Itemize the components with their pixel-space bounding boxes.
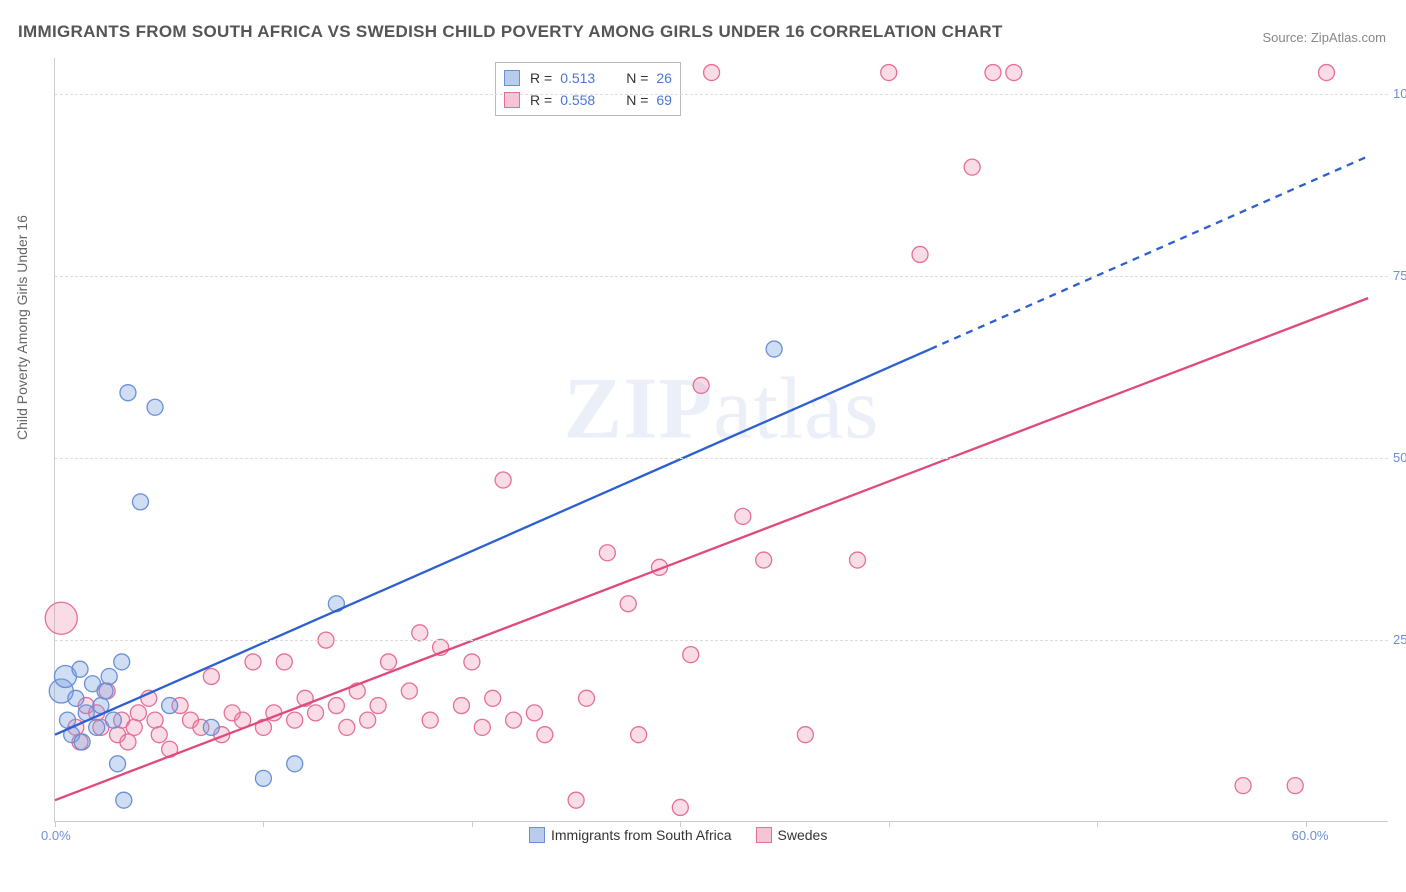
trend-line-a (55, 349, 930, 735)
data-point (276, 654, 292, 670)
data-point (683, 647, 699, 663)
data-point (74, 734, 90, 750)
data-point (147, 399, 163, 415)
data-point (255, 770, 271, 786)
data-point (672, 799, 688, 815)
data-point (506, 712, 522, 728)
data-point (287, 712, 303, 728)
data-point (756, 552, 772, 568)
data-point (412, 625, 428, 641)
data-point (132, 494, 148, 510)
data-point (126, 719, 142, 735)
plot-area: ZIPatlas R = 0.513 N = 26 R = 0.558 N = … (54, 58, 1388, 822)
data-point (401, 683, 417, 699)
scatter-svg (55, 58, 1388, 821)
trend-line-a-dashed (930, 156, 1368, 349)
data-point (537, 727, 553, 743)
data-point (704, 65, 720, 81)
data-point (599, 545, 615, 561)
data-point (328, 698, 344, 714)
y-tick-label: 100.0% (1393, 86, 1406, 101)
data-point (151, 727, 167, 743)
series-legend: Immigrants from South Africa Swedes (529, 827, 827, 843)
data-point (912, 246, 928, 262)
data-point (568, 792, 584, 808)
y-axis-label: Child Poverty Among Girls Under 16 (14, 215, 30, 440)
y-tick-label: 25.0% (1393, 632, 1406, 647)
data-point (120, 385, 136, 401)
data-point (1318, 65, 1334, 81)
data-point (203, 719, 219, 735)
data-point (45, 602, 77, 634)
y-tick-label: 50.0% (1393, 450, 1406, 465)
data-point (360, 712, 376, 728)
data-point (495, 472, 511, 488)
data-point (422, 712, 438, 728)
chart-title: IMMIGRANTS FROM SOUTH AFRICA VS SWEDISH … (18, 22, 1003, 42)
data-point (147, 712, 163, 728)
data-point (101, 668, 117, 684)
source-label: Source: ZipAtlas.com (1262, 30, 1386, 45)
data-point (735, 508, 751, 524)
data-point (370, 698, 386, 714)
data-point (130, 705, 146, 721)
data-point (1235, 778, 1251, 794)
trend-line-b (55, 298, 1368, 800)
data-point (631, 727, 647, 743)
data-point (72, 661, 88, 677)
data-point (766, 341, 782, 357)
data-point (89, 719, 105, 735)
swatch-series-b (756, 827, 772, 843)
chart-container: IMMIGRANTS FROM SOUTH AFRICA VS SWEDISH … (0, 0, 1406, 892)
x-tick-label: 60.0% (1292, 828, 1329, 843)
data-point (526, 705, 542, 721)
data-point (105, 712, 121, 728)
data-point (964, 159, 980, 175)
swatch-series-a (529, 827, 545, 843)
data-point (245, 654, 261, 670)
data-point (797, 727, 813, 743)
data-point (68, 690, 84, 706)
data-point (110, 756, 126, 772)
data-point (287, 756, 303, 772)
x-tick-label: 0.0% (41, 828, 71, 843)
data-point (693, 377, 709, 393)
data-point (97, 683, 113, 699)
data-point (162, 698, 178, 714)
legend-item-series-b: Swedes (756, 827, 828, 843)
data-point (453, 698, 469, 714)
y-tick-label: 75.0% (1393, 268, 1406, 283)
data-point (308, 705, 324, 721)
data-point (620, 596, 636, 612)
data-point (1287, 778, 1303, 794)
data-point (381, 654, 397, 670)
data-point (1006, 65, 1022, 81)
data-point (114, 654, 130, 670)
data-point (485, 690, 501, 706)
legend-item-series-a: Immigrants from South Africa (529, 827, 732, 843)
data-point (985, 65, 1001, 81)
data-point (464, 654, 480, 670)
data-point (881, 65, 897, 81)
data-point (339, 719, 355, 735)
data-point (120, 734, 136, 750)
data-point (579, 690, 595, 706)
data-point (116, 792, 132, 808)
data-point (474, 719, 490, 735)
data-point (203, 668, 219, 684)
data-point (849, 552, 865, 568)
